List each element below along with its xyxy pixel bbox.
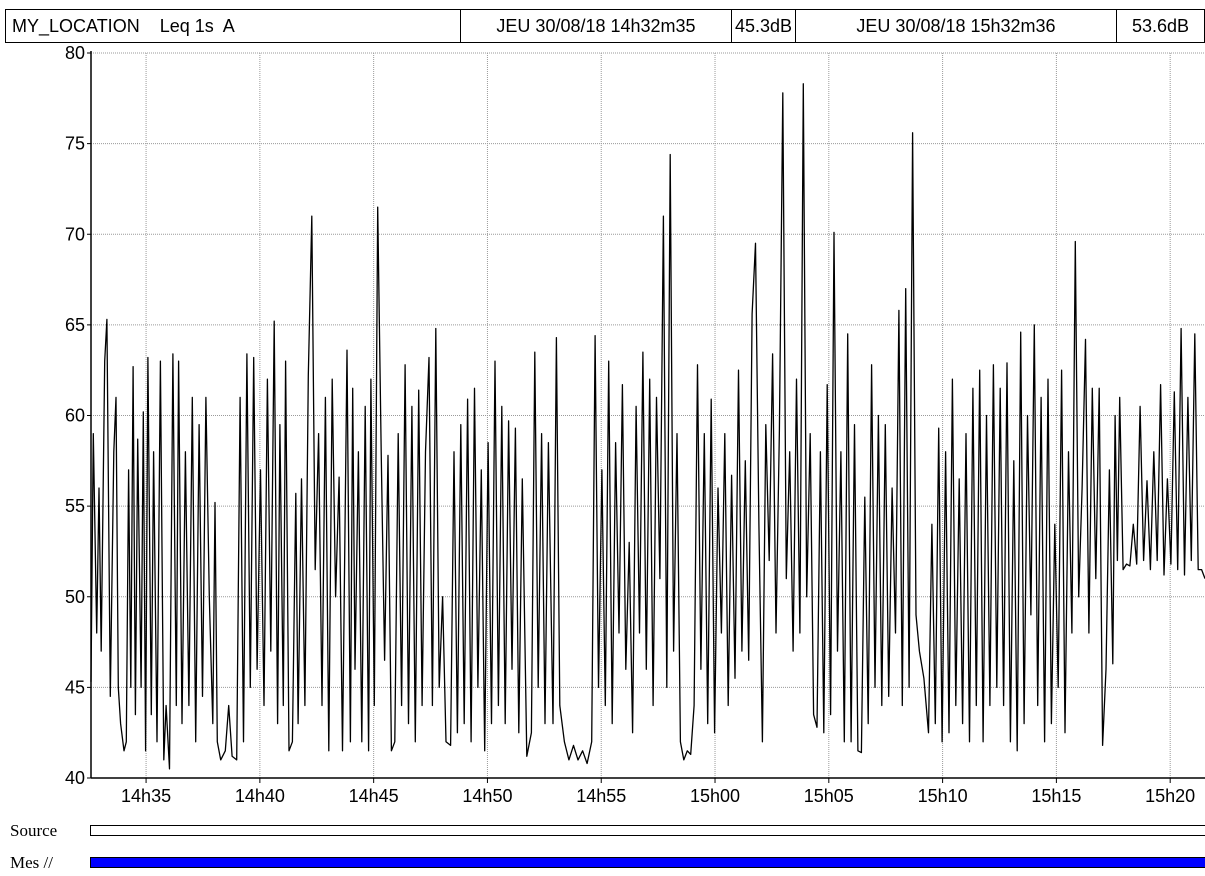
y-tick-label: 75 xyxy=(65,134,85,154)
y-tick-label: 50 xyxy=(65,587,85,607)
location-name: MY_LOCATION xyxy=(12,15,140,36)
x-tick-label: 15h15 xyxy=(1031,786,1081,806)
x-axis-ticks: 14h35 14h40 14h45 14h50 14h55 15h00 15h05 15h10… xyxy=(121,778,1195,806)
x-tick-label: 15h00 xyxy=(690,786,740,806)
index-label: Leq 1s A xyxy=(159,15,235,36)
grid-lines xyxy=(91,52,1205,778)
start-time: JEU 30/08/18 14h32m35 xyxy=(496,15,696,36)
start-time-box: JEU 30/08/18 14h32m35 xyxy=(460,9,732,43)
x-tick-label: 14h55 xyxy=(576,786,626,806)
x-tick-label: 15h05 xyxy=(804,786,854,806)
x-tick-label: 15h10 xyxy=(918,786,968,806)
start-value-box: 45.3dB xyxy=(731,9,796,43)
y-axis-ticks: 40 45 50 55 60 65 70 75 80 xyxy=(65,43,91,788)
y-tick-label: 45 xyxy=(65,677,85,697)
mes-bar[interactable] xyxy=(90,857,1205,868)
y-tick-label: 65 xyxy=(65,315,85,335)
series-line xyxy=(90,83,1205,770)
end-value: 53.6dB xyxy=(1131,15,1190,36)
source-label: Source xyxy=(10,821,58,840)
y-tick-label: 60 xyxy=(65,406,85,426)
x-tick-label: 14h45 xyxy=(349,786,399,806)
start-value: 45.3dB xyxy=(734,15,793,36)
y-tick-label: 55 xyxy=(65,496,85,516)
y-tick-label: 70 xyxy=(65,224,85,244)
mes-label: Mes // xyxy=(10,853,53,872)
end-value-box: 53.6dB xyxy=(1116,9,1205,43)
source-bar[interactable] xyxy=(90,825,1205,836)
y-tick-label: 40 xyxy=(65,768,85,788)
y-tick-label: 80 xyxy=(65,43,85,63)
end-time-box: JEU 30/08/18 15h32m36 xyxy=(795,9,1117,43)
x-tick-label: 15h20 xyxy=(1145,786,1195,806)
location-header: MY_LOCATION Leq 1s A xyxy=(5,9,461,43)
x-tick-label: 14h35 xyxy=(121,786,171,806)
x-tick-label: 14h40 xyxy=(235,786,285,806)
x-tick-label: 14h50 xyxy=(462,786,512,806)
end-time: JEU 30/08/18 15h32m36 xyxy=(856,15,1056,36)
